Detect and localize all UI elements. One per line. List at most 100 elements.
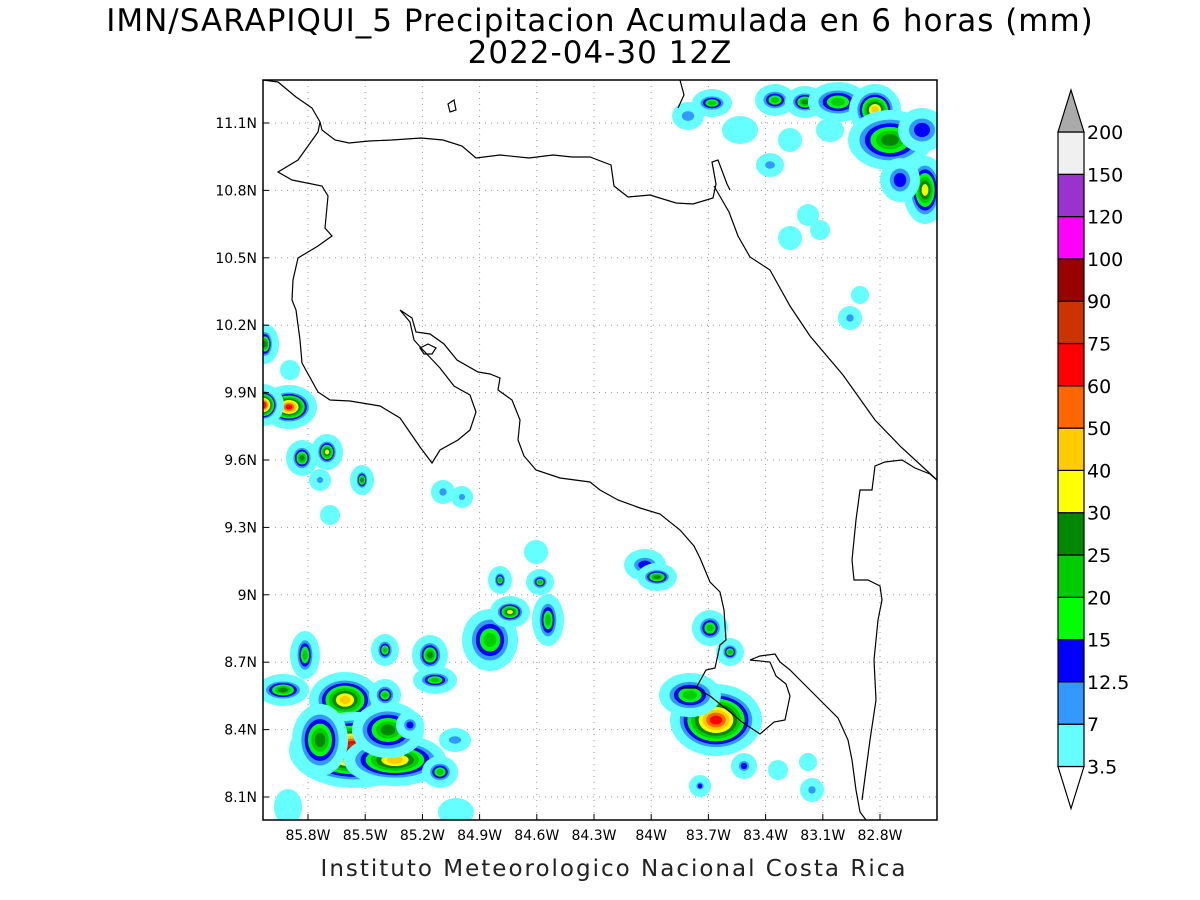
precip-contour — [709, 715, 723, 725]
precip-cell — [637, 563, 677, 591]
island-north — [447, 99, 457, 113]
colorbar-label: 20 — [1087, 587, 1111, 609]
precip-contour — [881, 134, 899, 146]
precip-contour — [893, 172, 907, 188]
precip-contour — [263, 340, 267, 348]
colorbar-label: 3.5 — [1087, 757, 1117, 779]
colorbar-swatch — [1057, 216, 1085, 260]
precip-cell — [778, 128, 802, 152]
precip-contour — [797, 204, 819, 226]
precip-cell — [778, 226, 802, 250]
lon-tick-label: 83.4W — [743, 828, 788, 844]
precip-cell — [490, 596, 530, 628]
lat-tick-label: 10.2N — [215, 318, 257, 334]
precip-cell — [292, 704, 348, 776]
precip-contour — [386, 756, 404, 764]
precip-contour — [816, 118, 844, 142]
coastline — [263, 80, 937, 820]
precip-contour — [436, 769, 444, 775]
colorbar-label: 15 — [1087, 630, 1111, 652]
precip-contour — [483, 632, 497, 648]
precip-cell — [286, 440, 318, 476]
precip-cell — [532, 594, 564, 646]
precip-cell — [722, 116, 758, 144]
precip-cell — [439, 728, 471, 752]
precip-contour — [524, 540, 548, 564]
precip-cell — [672, 102, 704, 130]
lat-tick-label: 9N — [238, 588, 257, 604]
lon-tick-label: 85.8W — [285, 828, 330, 844]
precip-contour — [448, 736, 462, 744]
precip-contour — [851, 286, 869, 304]
panama-border — [851, 459, 937, 801]
precip-cell — [263, 674, 309, 706]
panama-coast — [695, 653, 867, 820]
nicoya-island — [419, 343, 437, 355]
footer-credit: Instituto Meteorologico Nacional Costa R… — [320, 856, 908, 882]
colorbar-swatch — [1057, 131, 1085, 175]
precip-cell — [263, 324, 279, 364]
precip-contour — [706, 624, 714, 632]
lat-tick-label: 10.8N — [215, 183, 257, 199]
precip-cell — [756, 153, 784, 177]
colorbar-label: 90 — [1087, 291, 1111, 313]
precip-contour — [799, 753, 817, 771]
precip-cell — [731, 753, 757, 779]
precip-cell — [412, 635, 448, 675]
precip-cell — [755, 84, 795, 116]
lon-tick-label: 84.6W — [514, 828, 559, 844]
precip-cell — [438, 798, 474, 820]
precip-contour — [278, 687, 288, 693]
gridlines — [263, 80, 937, 820]
precip-cell — [309, 469, 331, 491]
precip-cell — [799, 753, 817, 771]
precip-cell — [851, 286, 869, 304]
precip-contour — [507, 609, 513, 615]
precip-contour — [427, 651, 433, 659]
chart-date: 2022-04-30 12Z — [467, 35, 733, 71]
precip-contour — [801, 99, 809, 105]
nicaragua-border — [263, 80, 731, 205]
precip-cell — [838, 306, 862, 330]
precip-cell — [371, 634, 399, 666]
colorbar-swatch — [1057, 173, 1085, 218]
precip-contour — [681, 111, 695, 121]
precip-contour — [314, 732, 326, 748]
colorbar-label: 50 — [1087, 418, 1111, 440]
precip-contour — [537, 580, 543, 584]
precip-fields — [263, 82, 937, 820]
colorbar-label: 40 — [1087, 460, 1111, 482]
precip-contour — [921, 184, 929, 196]
precip-cell — [422, 756, 458, 788]
lon-tick-label: 84.3W — [571, 828, 616, 844]
precip-contour — [808, 786, 816, 794]
colorbar-swatch — [1057, 300, 1085, 345]
colorbar-lower-triangle — [1057, 765, 1085, 811]
precip-cell — [898, 108, 937, 152]
colorbar-swatch — [1057, 638, 1085, 683]
precip-contour — [280, 360, 300, 380]
colorbar-label: 100 — [1087, 249, 1123, 271]
precip-contour — [778, 226, 802, 250]
precip-cell — [880, 158, 920, 202]
colorbar-swatch — [1057, 385, 1085, 429]
precip-contour — [406, 721, 414, 729]
precip-cell — [280, 360, 300, 380]
lat-tick-label: 8.1N — [224, 790, 257, 806]
colorbar-swatch — [1057, 512, 1085, 556]
pacific-coast — [276, 121, 727, 689]
lat-tick-label: 9.3N — [224, 520, 257, 536]
precip-contour — [339, 695, 351, 705]
lon-tick-label: 83.1W — [800, 828, 845, 844]
precip-contour — [498, 577, 502, 583]
colorbar-label: 75 — [1087, 334, 1111, 356]
caribbean-coast — [713, 185, 937, 481]
precip-cell — [320, 505, 340, 525]
colorbar: 3.5 7 12.5 15 20 25 30 40 50 60 75 90 100 120 150 200 — [1057, 87, 1129, 811]
lat-tick-label: 11.1N — [215, 116, 257, 132]
lon-tick-label: 85.2W — [400, 828, 445, 844]
colorbar-label: 30 — [1087, 503, 1111, 525]
colorbar-swatch — [1057, 596, 1085, 641]
lat-tick-label: 9.9N — [224, 386, 257, 402]
